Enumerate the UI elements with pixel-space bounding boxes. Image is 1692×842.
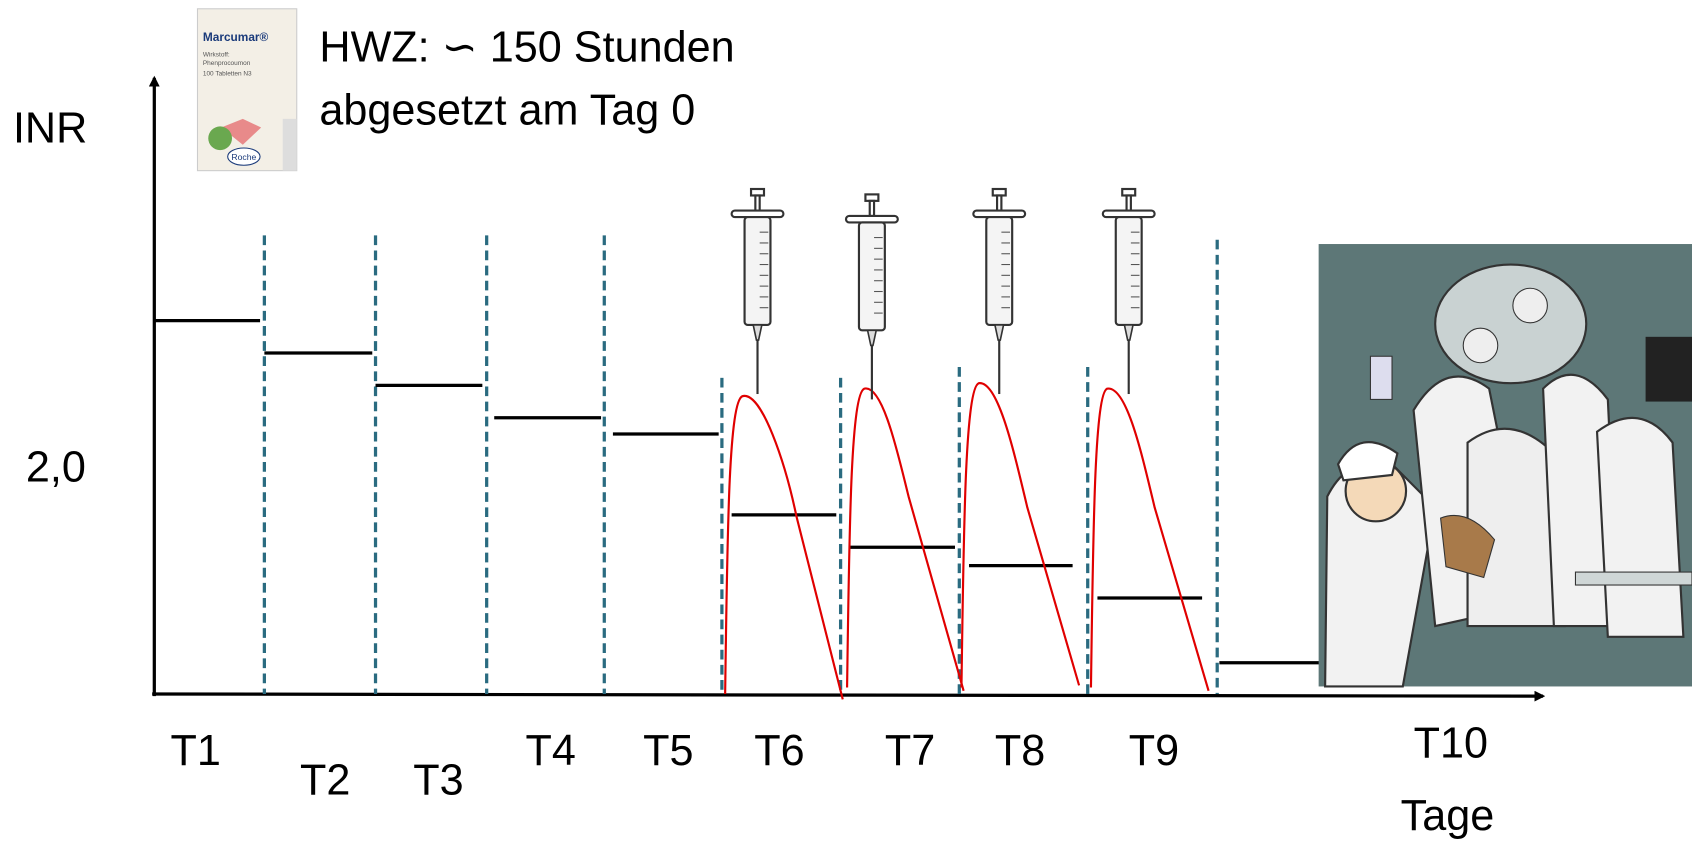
surgery-cartoon <box>1319 244 1692 686</box>
day-label: T2 <box>300 756 350 804</box>
day-label: T7 <box>885 727 935 775</box>
package: Marcumar® Wirkstoff: Phenprocoumon 100 T… <box>197 9 296 171</box>
day-label: T10 <box>1414 720 1488 768</box>
count: 100 Tabletten N3 <box>203 71 252 78</box>
header-line1: HWZ: ∽ 150 Stunden <box>319 24 734 72</box>
slide: Marcumar® Wirkstoff: Phenprocoumon 100 T… <box>0 0 1692 842</box>
ingredient-label: Wirkstoff: <box>203 51 230 58</box>
header-line2: abgesetzt am Tag 0 <box>319 86 695 134</box>
day-label: T8 <box>995 727 1045 775</box>
brand: Marcumar® <box>203 30 269 44</box>
inr-levels <box>154 321 1323 663</box>
day-label: T1 <box>170 727 220 775</box>
maker: Roche <box>231 152 256 162</box>
day-label: T6 <box>754 727 804 775</box>
syringes <box>732 189 1155 399</box>
y-label: INR <box>13 105 87 153</box>
y-mark: 2,0 <box>26 443 86 491</box>
day-label: T5 <box>643 727 693 775</box>
ingredient: Phenprocoumon <box>203 60 251 67</box>
day-labels: T1 T2 T3 T4 T5 T6 T7 T8 T9 T10 <box>170 720 1487 805</box>
day-label: T9 <box>1129 727 1179 775</box>
day-label: T4 <box>526 727 576 775</box>
day-label: T3 <box>413 756 463 804</box>
day-dividers <box>264 235 1217 694</box>
injection-curves <box>725 383 1208 699</box>
x-axis <box>152 694 1543 696</box>
x-label: Tage <box>1401 792 1495 840</box>
